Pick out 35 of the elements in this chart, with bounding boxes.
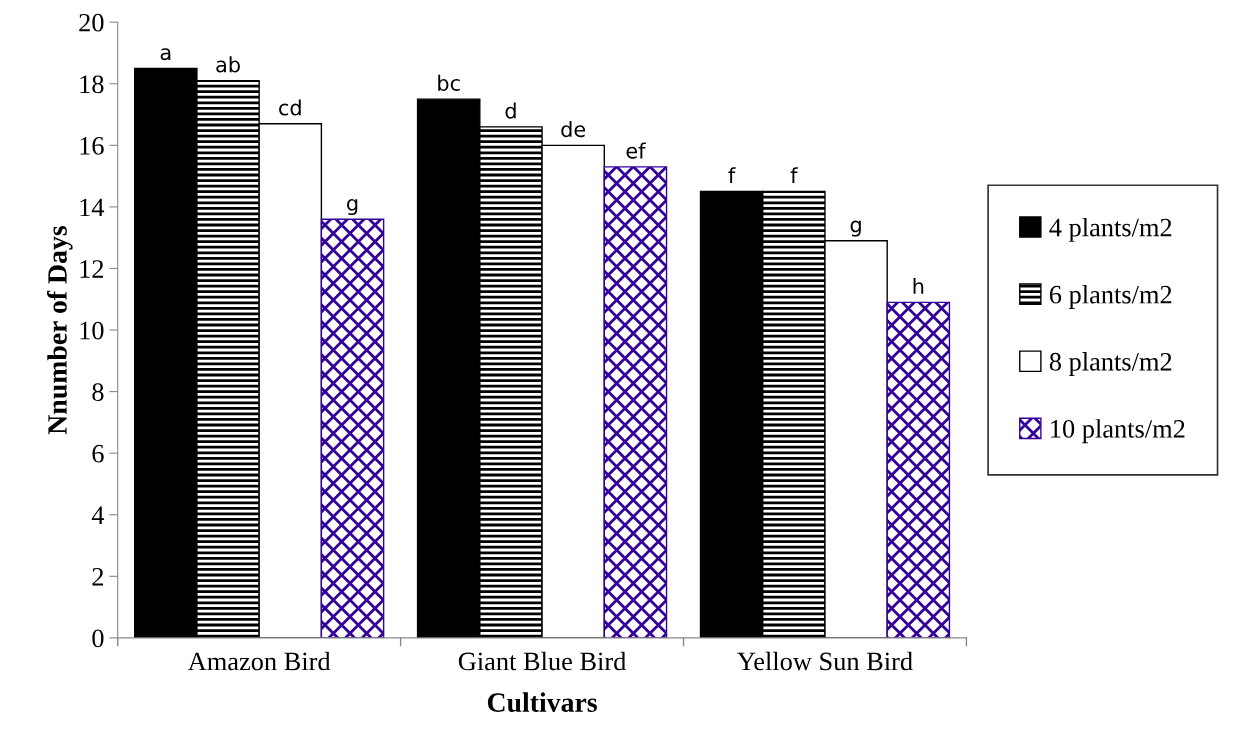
data-label: bc [438, 74, 460, 91]
data-label: d [505, 102, 516, 119]
y-tick-label: 0 [92, 629, 104, 648]
data-label: cd [279, 99, 301, 116]
y-tick-label: 20 [79, 13, 104, 32]
data-label: ab [216, 56, 240, 73]
x-tick-label: Yellow Sun Bird [737, 651, 913, 671]
data-label: ef [626, 142, 646, 159]
y-tick-label: 10 [80, 321, 104, 340]
data-label: h [913, 278, 924, 294]
y-tick-label: 16 [80, 137, 104, 155]
data-label: a [160, 48, 171, 61]
y-tick-label: 8 [92, 383, 104, 402]
x-tick-label: Amazon Bird [187, 651, 331, 671]
bar [320, 218, 385, 638]
data-label: de [561, 121, 586, 138]
y-axis-title: Nnumber of Days [47, 226, 73, 435]
y-tick-label: 4 [91, 506, 105, 524]
data-label: f [728, 167, 736, 184]
legend-label: 10 plants/m2 [1051, 419, 1185, 444]
x-tick-label: Giant Blue Bird [458, 651, 627, 671]
legend-label: 8 plants/m2 [1049, 352, 1172, 377]
y-tick-label: 2 [92, 567, 104, 586]
y-tick-label: 14 [80, 198, 105, 217]
legend-label: 6 plants/m2 [1049, 285, 1172, 309]
legend-label: 4 plants/m2 [1049, 217, 1172, 242]
data-label: g [850, 220, 861, 237]
data-label: f [790, 167, 798, 184]
y-tick-label: 18 [80, 75, 104, 94]
y-tick-label: 6 [92, 444, 104, 463]
y-tick-label: 12 [80, 260, 104, 278]
bar [886, 301, 951, 638]
x-axis-title: Cultivars [487, 692, 597, 712]
data-label: g [347, 199, 358, 216]
bar [603, 166, 668, 638]
